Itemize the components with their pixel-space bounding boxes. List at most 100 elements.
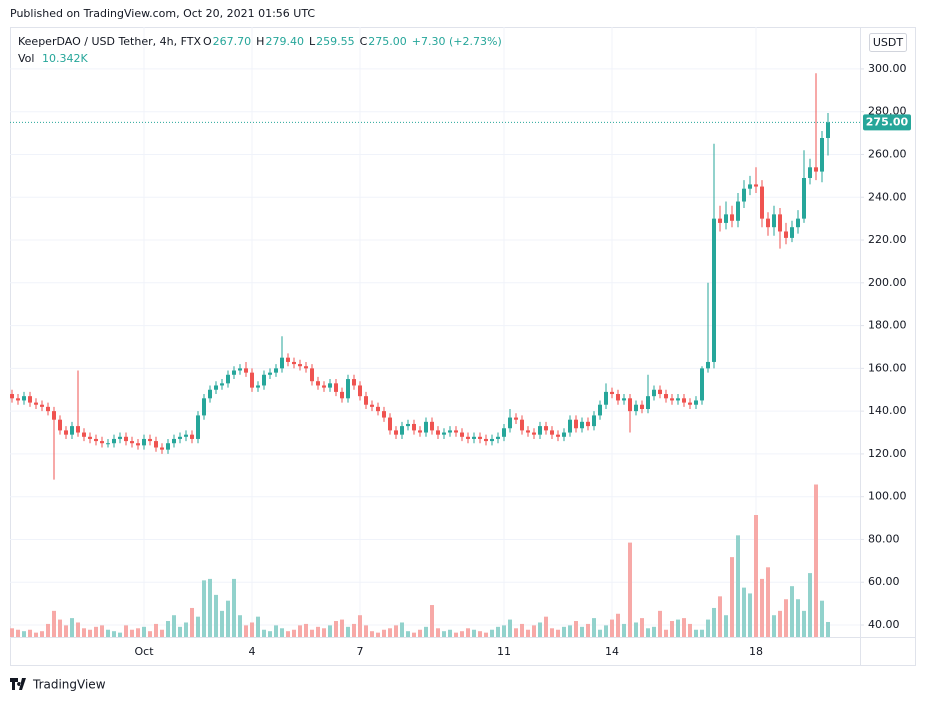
volume-bar	[232, 578, 236, 637]
y-tick-label: 120.00	[868, 447, 907, 460]
published-note: Published on TradingView.com, Oct 20, 20…	[10, 7, 315, 20]
volume-bar	[448, 629, 452, 637]
volume-bar	[346, 626, 350, 637]
candle-body	[556, 434, 560, 437]
candle-body	[664, 394, 668, 399]
volume-bar	[634, 622, 638, 637]
candle-body	[826, 122, 830, 139]
volume-bar	[580, 626, 584, 637]
volume-bar	[424, 626, 428, 637]
candle-body	[610, 391, 614, 395]
volume-bar	[622, 623, 626, 637]
volume-bar	[280, 628, 284, 637]
volume-bar	[538, 622, 542, 637]
axes-layer: 40.00 60.00 80.00 100.00 120.00 140.00 160.00 1…	[10, 62, 911, 658]
volume-bar	[598, 629, 602, 637]
chart-frame	[10, 27, 916, 666]
volume-bar	[358, 615, 362, 637]
volume-bar	[322, 628, 326, 637]
candle-body	[340, 391, 344, 399]
volume-bar	[772, 615, 776, 637]
candle-body	[94, 438, 98, 442]
currency-button[interactable]	[869, 33, 907, 52]
volume-bar	[88, 629, 92, 637]
candle-body	[184, 434, 188, 437]
candle-body	[358, 385, 362, 397]
candle-body	[244, 368, 248, 373]
volume-bar	[568, 625, 572, 637]
candle-body	[298, 364, 302, 367]
legend-value: 275.00	[368, 35, 407, 48]
candle-body	[136, 443, 140, 446]
volume-bar	[736, 535, 740, 637]
volume-bar	[442, 631, 446, 637]
candle-body	[256, 385, 260, 388]
candle-body	[724, 214, 728, 223]
candle-body	[574, 419, 578, 429]
candle-body	[232, 370, 236, 375]
legend-value: 279.40	[265, 35, 304, 48]
x-tick-label: 4	[249, 645, 256, 658]
candle-body	[316, 381, 320, 386]
volume-bar	[82, 628, 86, 637]
volume-bar	[196, 616, 200, 637]
candle-body	[652, 389, 656, 397]
x-tick-label: Oct	[134, 645, 154, 658]
volume-bar	[148, 631, 152, 637]
candle-body	[478, 436, 482, 439]
volume-bar	[304, 623, 308, 637]
candle-body	[370, 404, 374, 407]
volume-bar	[412, 632, 416, 637]
volume-bar	[178, 626, 182, 637]
volume-bar	[64, 625, 68, 637]
volume-bar	[76, 622, 80, 637]
y-tick-label: 160.00	[868, 361, 907, 374]
volume-bar	[130, 629, 134, 637]
volume-bar	[190, 607, 194, 637]
volume-bar	[592, 618, 596, 637]
y-tick-label: 180.00	[868, 319, 907, 332]
candle-body	[334, 383, 338, 392]
candle-body	[28, 396, 32, 403]
candle-body	[682, 398, 686, 403]
candle-body	[328, 383, 332, 388]
volume-bar	[106, 629, 110, 637]
volume-bar	[160, 629, 164, 637]
candle-body	[304, 366, 308, 369]
volume-bar	[790, 586, 794, 637]
volume-bar	[262, 629, 266, 637]
footer-brand: TradingView	[32, 678, 106, 692]
volume-bar	[766, 567, 770, 637]
volume-bar	[250, 622, 254, 637]
volume-bar	[526, 629, 530, 637]
candle-body	[448, 430, 452, 433]
volume-bar	[586, 623, 590, 637]
volume-bar	[754, 515, 758, 637]
volume-bar	[436, 628, 440, 637]
volume-bar	[100, 625, 104, 637]
candle-body	[202, 398, 206, 416]
candle-body	[508, 417, 512, 429]
candle-body	[58, 419, 62, 431]
candle-body	[514, 417, 518, 420]
volume-bar	[808, 573, 812, 637]
currency-button-label[interactable]: USDT	[873, 36, 904, 49]
candle-body	[346, 379, 350, 399]
volume-bar	[16, 629, 20, 637]
candle-body	[400, 426, 404, 435]
candle-body	[532, 432, 536, 435]
volume-bar	[118, 632, 122, 637]
volume-bar	[640, 618, 644, 637]
volume-bar	[58, 619, 62, 637]
y-tick-label: 140.00	[868, 404, 907, 417]
volume-bar	[664, 629, 668, 637]
legend-value: 259.55	[316, 35, 355, 48]
volume-bar	[604, 625, 608, 637]
candle-body	[424, 421, 428, 433]
candle-body	[802, 178, 806, 219]
candle-body	[562, 432, 566, 437]
candle-body	[16, 398, 20, 401]
volume-bar	[778, 610, 782, 637]
volume-bar	[10, 628, 14, 637]
volume-bar	[628, 542, 632, 637]
